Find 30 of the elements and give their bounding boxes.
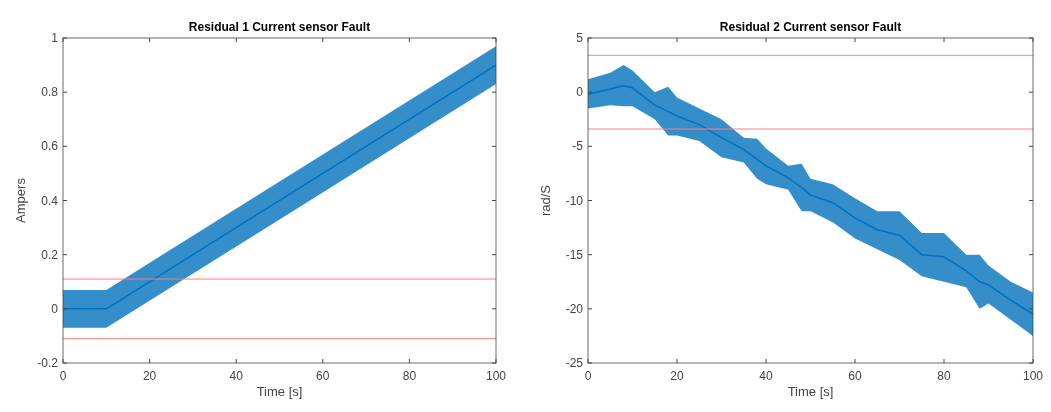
y-tick-label: 0	[576, 85, 584, 100]
x-axis-title: Time [s]	[256, 384, 303, 399]
x-tick-label: 100	[485, 369, 507, 383]
x-tick-label: 60	[848, 369, 862, 383]
y-axis-title: rad/S	[538, 184, 553, 217]
chart-title: Residual 1 Current sensor Fault	[188, 20, 371, 34]
x-tick-label: 40	[229, 369, 244, 383]
x-tick-label: 40	[759, 369, 773, 383]
y-axis-title: Ampers	[13, 177, 28, 223]
x-axis-title: Time [s]	[787, 384, 834, 399]
x-tick-label: 80	[937, 369, 951, 383]
y-tick-label: 0.6	[41, 139, 59, 154]
y-tick-label: -20	[565, 301, 584, 316]
x-tick-label: 60	[316, 369, 330, 383]
y-tick-label: -0.2	[37, 356, 59, 370]
y-tick-label: 5	[576, 31, 584, 45]
y-tick-label: 0.8	[41, 85, 59, 100]
y-tick-label: -5	[572, 139, 584, 154]
y-tick-label: 0.2	[41, 247, 59, 262]
y-tick-label: -15	[565, 247, 584, 262]
x-tick-label: 20	[142, 369, 157, 383]
y-tick-label: 0.4	[41, 193, 59, 208]
y-tick-label: 0	[51, 301, 59, 316]
x-tick-label: 20	[670, 369, 684, 383]
x-tick-label: 80	[402, 369, 417, 383]
y-tick-label: -25	[565, 356, 584, 370]
y-tick-label: -10	[565, 193, 584, 208]
y-tick-label: 1	[51, 31, 59, 45]
x-tick-label: 100	[1022, 369, 1044, 383]
chart-title: Residual 2 Current sensor Fault	[719, 20, 902, 34]
